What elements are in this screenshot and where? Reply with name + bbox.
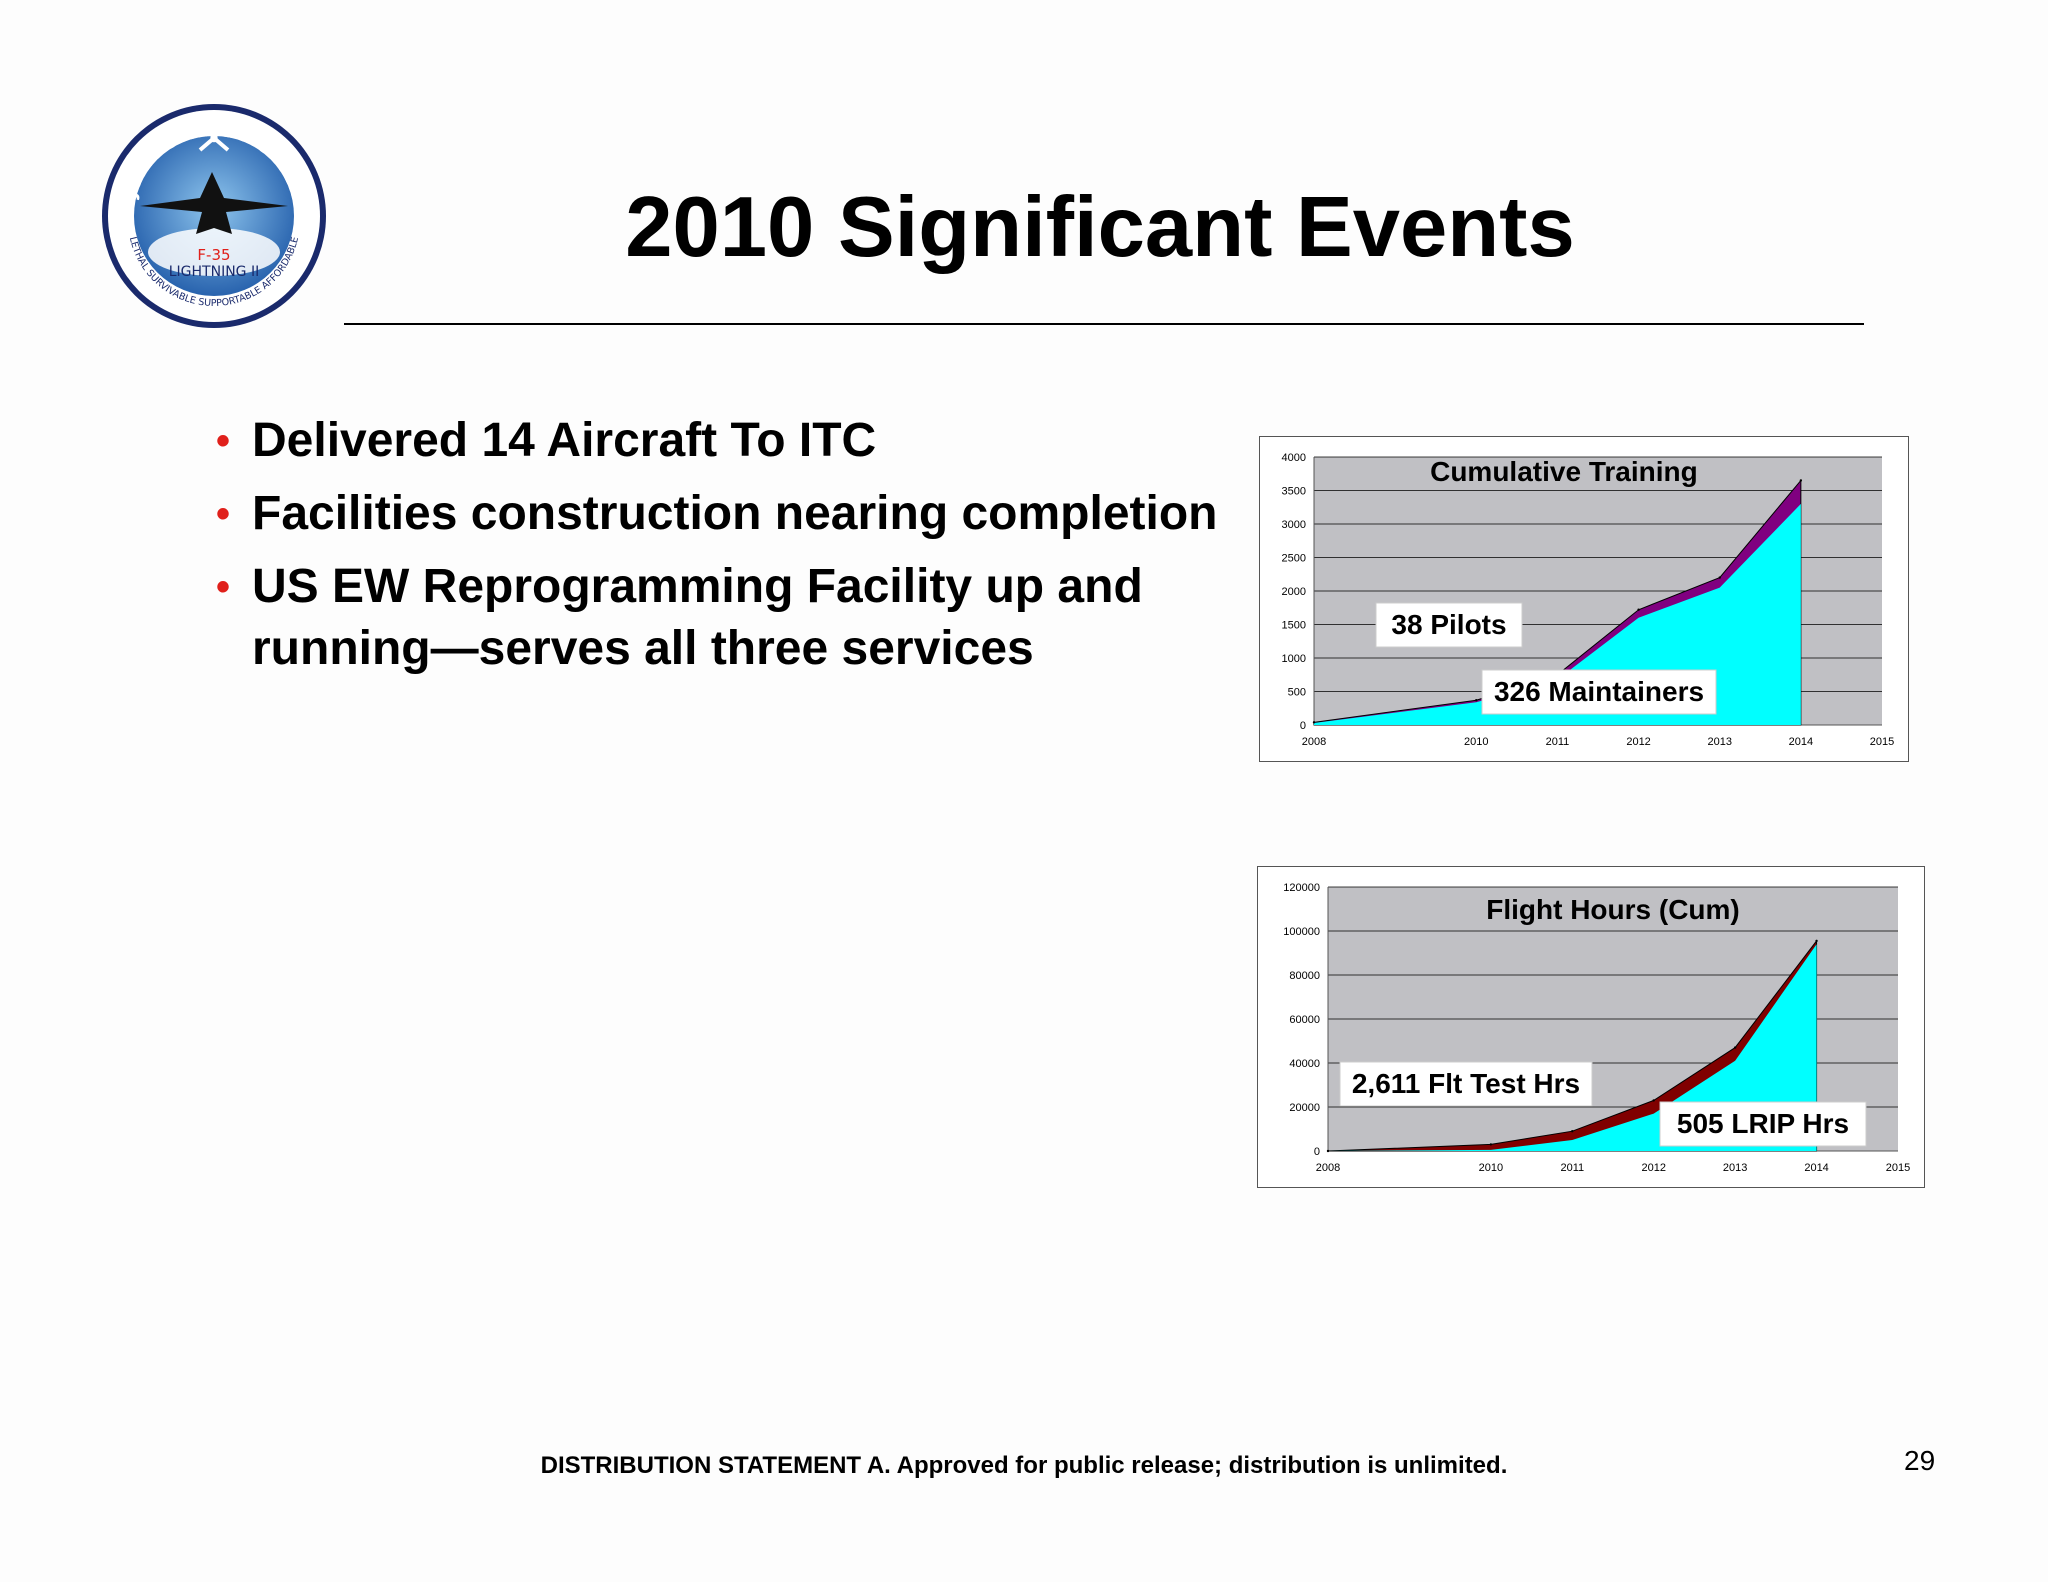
bullet-item: • Facilities construction nearing complet…	[214, 483, 1234, 545]
x-tick-label: 2014	[1804, 1162, 1828, 1174]
data-point	[1815, 939, 1818, 943]
y-tick-label: 1000	[1282, 653, 1306, 665]
bullet-dot-icon: •	[216, 492, 231, 536]
annotation-label: 2,611 Flt Test Hrs	[1352, 1068, 1580, 1099]
data-point	[1718, 576, 1721, 579]
y-tick-label: 3000	[1282, 519, 1306, 531]
annotation-box	[1375, 602, 1523, 648]
data-point	[1733, 1046, 1737, 1049]
x-tick-label: 2015	[1886, 1162, 1910, 1174]
bullet-dot-icon: •	[216, 565, 231, 609]
flight-hours-chart: 0 20000 40000 60000 80000 100000 120000 2008 201…	[1257, 866, 1925, 1188]
annotation-box	[1339, 1061, 1593, 1107]
annotation-box	[1659, 1101, 1867, 1147]
y-tick-label: 100000	[1283, 926, 1320, 938]
y-tick-label: 500	[1288, 687, 1306, 699]
slide-title: 2010 Significant Events	[625, 180, 1575, 275]
data-point	[1475, 699, 1478, 702]
x-tick-label: 2011	[1560, 1162, 1584, 1174]
x-tick-label: 2014	[1789, 736, 1813, 748]
y-tick-label: 80000	[1289, 970, 1320, 982]
bullet-item: • Delivered 14 Aircraft To ITC	[214, 410, 1234, 472]
title-divider	[344, 323, 1864, 325]
x-tick-label: 2011	[1546, 736, 1570, 748]
x-tick-label: 2013	[1707, 736, 1731, 748]
data-point	[1489, 1143, 1493, 1146]
annotation-label: 38 Pilots	[1391, 609, 1506, 640]
bullet-dot-icon: •	[216, 419, 231, 463]
bullet-list: • Delivered 14 Aircraft To ITC • Facilitie…	[214, 410, 1234, 691]
bullet-text: Facilities construction nearing completi…	[252, 487, 1218, 540]
y-tick-label: 20000	[1289, 1102, 1320, 1114]
data-point	[1799, 479, 1803, 482]
data-point	[1652, 1099, 1655, 1102]
cumulative-training-chart: 0 500 1000 1500 2000 2500 3000 3500 4000 2008 2010…	[1259, 436, 1909, 762]
y-tick-label: 120000	[1283, 882, 1320, 894]
bullet-text: US EW Reprogramming Facility up and runn…	[252, 560, 1143, 675]
x-tick-label: 2012	[1641, 1162, 1665, 1174]
bullet-text: Delivered 14 Aircraft To ITC	[252, 414, 877, 467]
x-tick-label: 2012	[1626, 736, 1650, 748]
data-point	[1637, 608, 1640, 611]
y-tick-label: 2000	[1282, 586, 1306, 598]
y-tick-label: 40000	[1289, 1058, 1320, 1070]
chart-title: Flight Hours (Cum)	[1486, 894, 1740, 925]
x-tick-label: 2008	[1316, 1162, 1340, 1174]
x-tick-label: 2010	[1479, 1162, 1503, 1174]
y-tick-label: 60000	[1289, 1014, 1320, 1026]
logo-name-text: LIGHTNING II	[169, 264, 260, 280]
x-tick-label: 2008	[1302, 736, 1326, 748]
page-number: 29	[1904, 1445, 1936, 1476]
jsf-program-logo: JOINT STRIKE FIGHTER LETHAL SURVIVABLE S…	[102, 104, 326, 328]
x-tick-label: 2015	[1870, 736, 1894, 748]
y-tick-label: 0	[1300, 720, 1306, 732]
bullet-item: • US EW Reprogramming Facility up and run…	[214, 556, 1234, 680]
x-tick-label: 2013	[1723, 1162, 1747, 1174]
data-point	[1571, 1130, 1574, 1133]
data-point	[1326, 1149, 1330, 1153]
y-tick-label: 0	[1314, 1146, 1320, 1158]
y-tick-label: 3500	[1282, 486, 1306, 498]
series-area-base	[1328, 944, 1817, 1151]
distribution-statement: DISTRIBUTION STATEMENT A. Approved for p…	[540, 1452, 1508, 1479]
x-tick-label: 2010	[1464, 736, 1488, 748]
y-tick-label: 1500	[1282, 620, 1306, 632]
y-tick-label: 4000	[1282, 452, 1306, 464]
data-point	[1312, 721, 1316, 724]
logo-model-text: F-35	[197, 246, 230, 264]
chart-title: Cumulative Training	[1430, 456, 1698, 487]
annotation-box	[1481, 669, 1717, 715]
annotation-label: 505 LRIP Hrs	[1677, 1108, 1849, 1139]
annotation-label: 326 Maintainers	[1494, 676, 1704, 707]
y-tick-label: 2500	[1282, 553, 1306, 565]
